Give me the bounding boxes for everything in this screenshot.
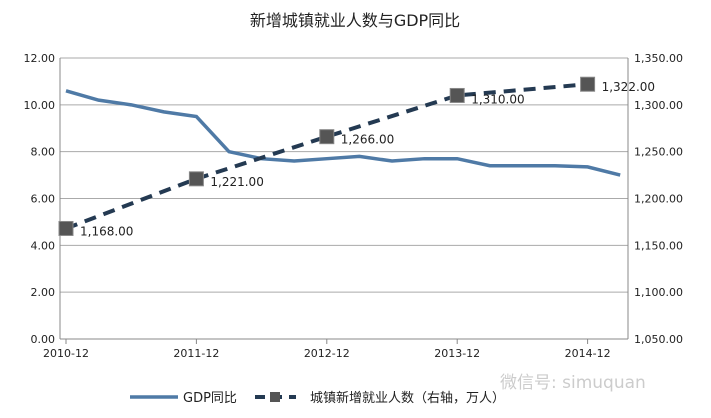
left-tick-label: 0.00	[31, 333, 56, 346]
left-tick-label: 8.00	[31, 146, 56, 159]
left-tick-label: 10.00	[24, 99, 56, 112]
data-label: 1,168.00	[80, 224, 133, 238]
left-tick-label: 6.00	[31, 193, 56, 206]
data-label: 1,221.00	[210, 175, 263, 189]
x-tick-label: 2013-12	[434, 347, 480, 360]
right-tick-label: 1,150.00	[634, 239, 683, 252]
x-tick-label: 2011-12	[173, 347, 219, 360]
gdp-line	[65, 89, 621, 177]
right-tick-label: 1,250.00	[634, 146, 683, 159]
watermark: 微信号: simuquan	[500, 373, 646, 393]
right-tick-label: 1,300.00	[634, 99, 683, 112]
employment-marker	[449, 87, 465, 103]
x-tick-label: 2010-12	[43, 347, 89, 360]
legend-gdp-label: GDP同比	[183, 391, 237, 406]
left-tick-label: 2.00	[31, 286, 56, 299]
left-tick-label: 4.00	[31, 239, 56, 252]
data-label: 1,322.00	[602, 80, 655, 94]
data-label: 1,266.00	[341, 133, 394, 147]
x-tick-label: 2012-12	[304, 347, 350, 360]
legend-employment-marker	[270, 392, 280, 402]
x-tick-label: 2014-12	[565, 347, 611, 360]
data-label: 1,310.00	[471, 92, 524, 106]
chart-title: 新增城镇就业人数与GDP同比	[250, 11, 460, 30]
employment-marker	[188, 171, 204, 187]
right-tick-label: 1,050.00	[634, 333, 683, 346]
right-tick-label: 1,100.00	[634, 286, 683, 299]
legend-employment-label: 城镇新增就业人数（右轴，万人）	[310, 390, 505, 406]
right-tick-label: 1,200.00	[634, 193, 683, 206]
right-tick-label: 1,350.00	[634, 52, 683, 65]
employment-marker	[580, 76, 596, 92]
employment-marker	[58, 220, 74, 236]
left-tick-label: 12.00	[24, 52, 56, 65]
employment-marker	[319, 129, 335, 145]
